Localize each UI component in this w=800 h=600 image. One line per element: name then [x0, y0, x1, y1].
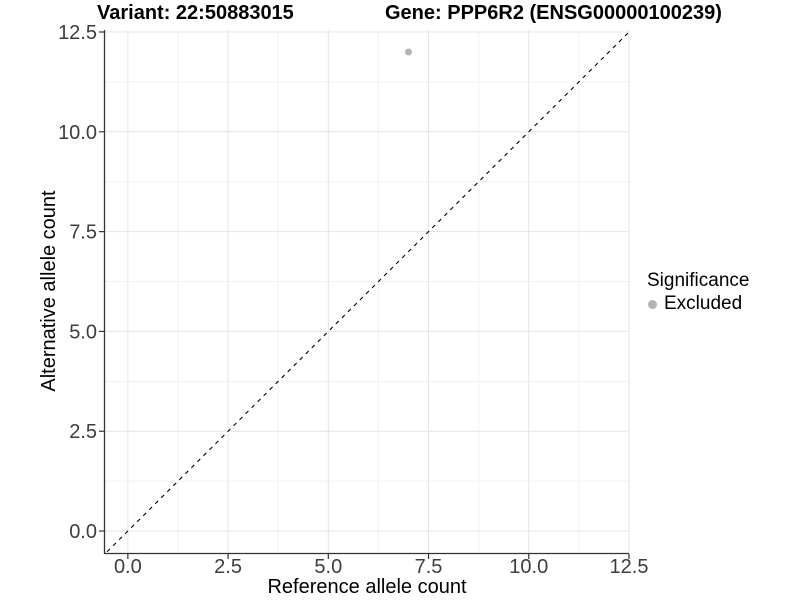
plot-title-variant: Variant: 22:50883015: [97, 2, 294, 24]
y-tick-labels: 0.0 2.5 5.0 7.5 10.0 12.5: [58, 22, 97, 543]
legend-item-excluded: Excluded: [648, 293, 749, 315]
tick-label: 10.0: [509, 556, 548, 578]
data-points: [404, 48, 412, 56]
tick-label: 10.0: [58, 122, 97, 144]
tick-label: 5.0: [314, 556, 342, 578]
identity-dashed-line: [105, 31, 629, 553]
legend-item-label: Excluded: [664, 293, 743, 314]
legend-key-dot-icon: [648, 299, 657, 309]
x-axis-title: Reference allele count: [267, 576, 467, 598]
legend: Significance Excluded: [647, 270, 749, 315]
gridlines-minor: [105, 30, 629, 553]
data-point: [404, 48, 412, 56]
tick-label: 0.0: [114, 556, 142, 578]
tick-label: 12.5: [610, 556, 649, 578]
plot-title-gene: Gene: PPP6R2 (ENSG00000100239): [385, 2, 722, 24]
tick-label: 0.0: [69, 521, 97, 543]
gridlines-major: [105, 30, 630, 553]
x-tick-labels: 0.0 2.5 5.0 7.5 10.0 12.5: [114, 556, 649, 578]
tick-label: 7.5: [415, 556, 443, 578]
tick-label: 2.5: [69, 421, 97, 443]
tick-label: 2.5: [214, 556, 242, 578]
legend-title: Significance: [647, 270, 750, 291]
axis-lines: [103, 30, 629, 555]
y-axis-title: Alternative allele count: [38, 190, 60, 392]
tick-label: 12.5: [58, 22, 97, 44]
tick-label: 5.0: [69, 321, 97, 343]
tick-label: 7.5: [69, 222, 97, 244]
axis-tick-marks: [99, 31, 630, 559]
